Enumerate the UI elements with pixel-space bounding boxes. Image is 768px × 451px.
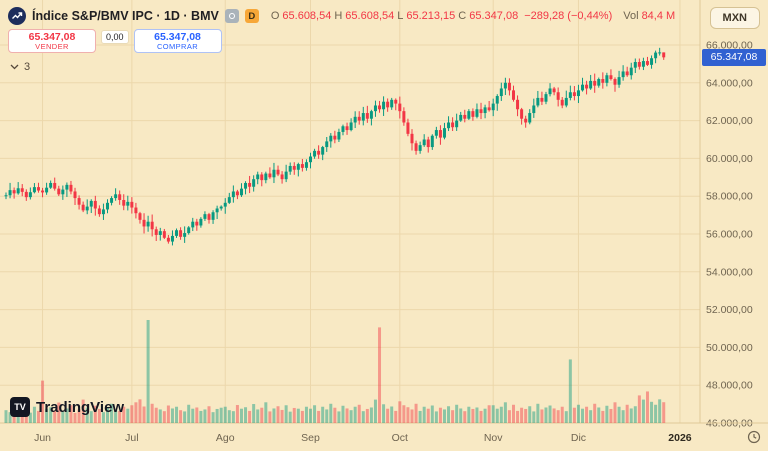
open-value: 65.608,54 [282,10,332,22]
last-price-badge: 65.347,08 [702,48,766,66]
high-label: H [334,10,343,22]
svg-text:52.000,00: 52.000,00 [706,304,753,316]
low-label: L [397,10,404,22]
high-value: 65.608,54 [345,10,395,22]
ohlc-readout: O 65.608,54 H 65.608,54 L 65.213,15 C 65… [271,10,675,22]
spread-value: 0,00 [102,31,128,43]
instrument-logo[interactable] [8,7,26,25]
sell-button[interactable]: 65.347,08 VENDER [8,29,96,53]
buy-button[interactable]: 65.347,08 COMPRAR [133,29,222,53]
low-value: 65.213,15 [406,10,456,22]
buy-caption: COMPRAR [156,41,199,51]
svg-text:Nov: Nov [484,432,503,444]
svg-text:56.000,00: 56.000,00 [706,229,753,241]
close-value: 65.347,08 [469,10,519,22]
delayed-data-badge: D [244,9,259,23]
trade-panel: 65.347,08 VENDER 0,00 65.347,08 COMPRAR [8,29,222,53]
buy-price: 65.347,08 [154,30,201,43]
svg-text:62.000,00: 62.000,00 [706,115,753,127]
timezone-clock-button[interactable] [744,427,764,447]
object-tree-toggle[interactable]: 3 [10,61,30,73]
symbol-title[interactable]: Índice S&P/BMV IPC · 1D · BMV [32,9,219,23]
svg-text:Dic: Dic [571,432,586,444]
market-status-icon [224,9,239,23]
tradingview-logo[interactable]: TV TradingView [10,397,124,417]
currency-button[interactable]: MXN [709,7,760,29]
svg-text:Ago: Ago [216,432,235,444]
price-scale[interactable]: 65.347,08 [700,0,768,423]
sell-price: 65.347,08 [28,30,76,43]
svg-text:50.000,00: 50.000,00 [706,342,753,354]
svg-text:Sep: Sep [301,432,320,444]
svg-text:48.000,00: 48.000,00 [706,380,753,392]
symbol-legend: Índice S&P/BMV IPC · 1D · BMV D O 65.608… [8,6,675,26]
svg-text:Oct: Oct [392,432,408,444]
svg-text:2026: 2026 [668,432,692,444]
time-scale[interactable] [0,423,700,451]
tradingview-wordmark: TradingView [36,398,125,416]
svg-text:66.000,00: 66.000,00 [706,40,753,52]
volume-value: 84,4 M [641,10,676,22]
volume-label: Vol [623,10,639,22]
svg-text:54.000,00: 54.000,00 [706,266,753,278]
svg-text:58.000,00: 58.000,00 [706,191,753,203]
object-count: 3 [24,61,31,73]
svg-text:Jun: Jun [34,432,51,444]
change-value: −289,28 (−0,44%) [524,10,613,22]
tradingview-mark-icon: TV [10,397,30,417]
svg-text:Jul: Jul [125,432,138,444]
arrows-icon [12,12,23,19]
sell-caption: VENDER [35,41,69,51]
close-label: C [458,10,467,22]
svg-text:60.000,00: 60.000,00 [706,153,753,165]
open-label: O [270,10,280,22]
svg-text:64.000,00: 64.000,00 [706,77,753,89]
clock-icon [747,430,761,444]
chevron-down-icon [10,64,19,70]
